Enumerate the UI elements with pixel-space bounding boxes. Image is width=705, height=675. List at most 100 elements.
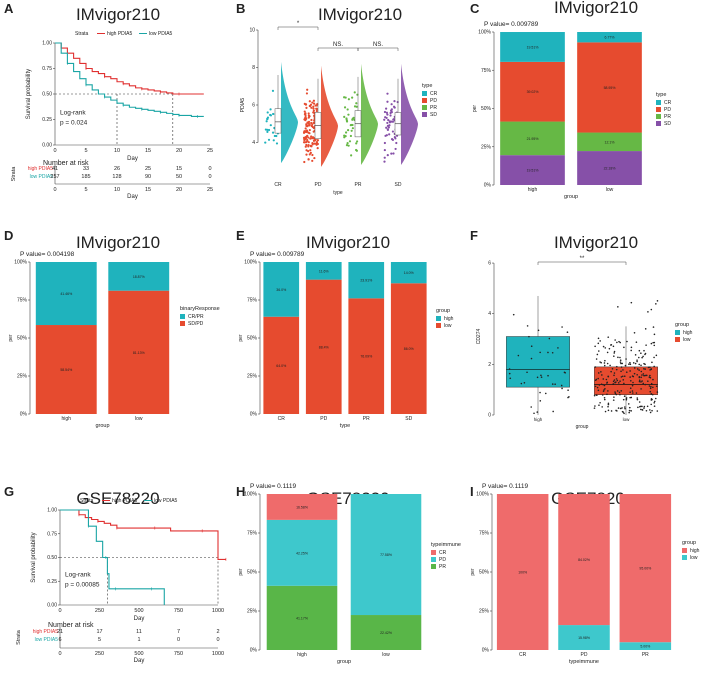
box-point-low [645,409,648,412]
risk-row-label-G: low PDIA5 [35,637,59,643]
box-point-low [649,366,651,368]
box-point-low [623,346,625,349]
bar-segment-H [266,494,338,520]
bar-segment-H [266,585,338,650]
box-point-low [622,411,625,413]
violin-point-SD [385,126,388,129]
box-point-low [624,407,626,410]
box-point-low [602,383,604,386]
box-point-low [629,361,631,364]
box-point-low [646,405,649,408]
box-point-low [603,364,606,367]
box-point-low [619,407,622,410]
km-curve-high-PDIA5-A [55,42,204,95]
bar-data-label-C: 58.95% [604,86,616,90]
box-point-high [547,351,549,354]
km-x-tick-G: 250 [95,608,104,614]
legend-B-label: PR [430,105,437,111]
km-xlabel-A: Day [127,156,138,162]
box-category-label-high: high [534,417,543,422]
risk-value-G: 6 [58,637,61,643]
violin-point-PD [306,139,309,143]
box-point-low [612,383,615,385]
legend-C-swatch [656,114,661,119]
box-point-low [603,362,606,364]
box-point-low [615,381,617,383]
box-point-low [630,301,633,304]
box-point-low [625,358,627,360]
box-point-high [561,387,563,390]
box-point-low [607,402,610,405]
bar-data-label-I: 15.98% [578,636,590,640]
box-point-low [641,409,644,411]
violin-point-PD [315,107,318,110]
bar-D-tick-label: 25% [17,374,28,380]
violin-B-tick-label: 4 [252,140,255,146]
box-F-tick-label: 4 [488,311,491,317]
xlabel-C: group [564,194,578,200]
box-point-low [638,369,640,371]
box-point-low [620,370,622,373]
xlabel-H: group [337,659,351,665]
box-point-low [652,378,654,381]
box-point-low [599,340,601,342]
box-point-low [638,349,641,352]
box-point-low [602,390,605,392]
risk-row-label-G: high PDIA5 [33,629,59,635]
box-point-low [622,379,625,381]
box-point-low [630,410,632,412]
bar-segment-C [577,32,642,43]
risk-value-G: 0 [216,637,219,643]
box-point-low [644,353,646,356]
box-point-low [643,349,645,352]
box-point-low [602,345,605,348]
bar-H-tick-label: 25% [247,609,258,615]
violin-point-PD [305,92,309,95]
violin-point-SD [393,100,396,103]
panel-title-G: GSE78220 [76,489,159,508]
violin-point-PR [350,129,353,132]
box-point-low [615,365,618,368]
violin-point-SD [390,103,393,106]
risk-xlabel-G: Day [134,658,145,664]
bar-segment-C [577,132,642,152]
bar-segment-D [35,262,97,326]
legend-B-title: type [422,83,432,89]
legend-C-swatch [656,107,661,112]
box-point-low [616,379,619,382]
risk-value-A: 50 [176,174,182,180]
km-x-tick-G: 750 [174,608,183,614]
km-pvalue-A: p = 0.024 [60,119,88,126]
box-point-low [597,337,600,340]
legend-F-swatch [675,330,680,335]
bar-segment-D [108,262,170,291]
box-point-low [653,356,655,359]
violin-point-PR [355,105,358,108]
legend-C-label: PR [664,114,671,120]
bar-segment-E [348,298,385,414]
km-x-tick-A: 5 [84,148,87,154]
violin-point-CR [264,128,267,131]
box-point-low [619,393,621,396]
violin-point-SD [383,148,386,152]
legend-I-swatch [682,548,687,553]
bar-segment-C [500,155,565,185]
box-point-low [603,389,605,391]
box-point-low [623,382,625,385]
violin-point-PR [351,123,354,127]
violin-point-PR [343,106,347,109]
ylabel-E: per [238,334,244,342]
ylabel-I: per [470,568,476,576]
legend-I-title: group [682,540,696,546]
bar-segment-C [500,61,565,122]
bar-segment-E [263,316,300,414]
box-point-high [508,368,511,370]
km-A-tick-label: 0.00 [42,143,52,149]
bar-segment-E [305,279,342,414]
box-point-low [617,356,619,359]
box-point-low [629,387,632,390]
violin-shape-SD [401,63,418,165]
risk-value-A: 41 [52,166,58,172]
bar-category-label-H: low [382,652,390,658]
bar-data-label-C: 39.02% [527,90,539,94]
